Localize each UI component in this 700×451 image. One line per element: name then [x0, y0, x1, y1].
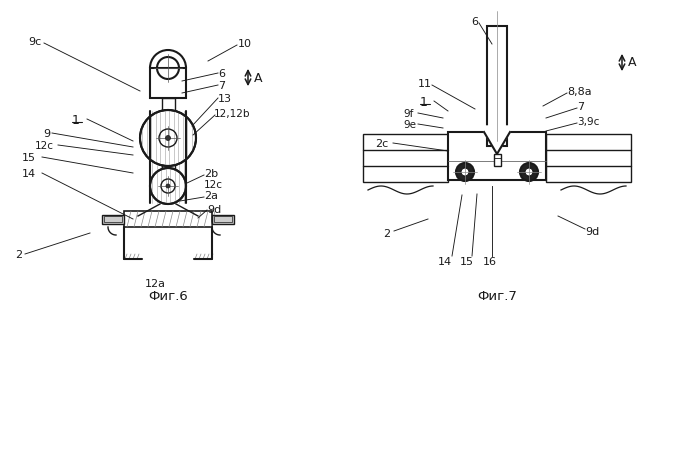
Text: 6: 6	[471, 17, 478, 27]
Bar	[448, 133, 546, 180]
Text: 2b: 2b	[204, 169, 218, 179]
Bar	[124, 212, 212, 227]
Circle shape	[140, 111, 196, 166]
Text: 2: 2	[15, 249, 22, 259]
Polygon shape	[484, 127, 510, 155]
Circle shape	[456, 164, 474, 182]
Bar	[487, 27, 507, 147]
Text: 2a: 2a	[204, 191, 218, 201]
Text: 15: 15	[460, 257, 474, 267]
Text: 7: 7	[218, 81, 225, 91]
Text: 9d: 9d	[585, 226, 599, 236]
Text: 8,8a: 8,8a	[567, 87, 592, 97]
Bar	[162, 99, 174, 174]
Text: 6: 6	[218, 69, 225, 79]
Bar	[546, 135, 631, 183]
Text: 12,12b: 12,12b	[214, 109, 251, 119]
Bar	[363, 135, 448, 183]
Bar	[214, 216, 232, 222]
Text: A: A	[628, 56, 636, 69]
Text: 12c: 12c	[35, 141, 54, 151]
Circle shape	[461, 169, 469, 177]
Bar	[102, 215, 124, 224]
Text: 9d: 9d	[207, 205, 221, 215]
Text: 16: 16	[483, 257, 497, 267]
Text: Фиг.6: Фиг.6	[148, 290, 188, 303]
Text: 1: 1	[420, 95, 428, 108]
Bar	[494, 155, 500, 166]
Text: 9: 9	[43, 129, 50, 139]
Text: 2c: 2c	[375, 139, 389, 149]
Text: 1: 1	[72, 113, 80, 126]
Circle shape	[165, 136, 171, 141]
Text: 10: 10	[238, 39, 252, 49]
Text: 15: 15	[22, 152, 36, 163]
Text: 2: 2	[383, 229, 390, 239]
Bar	[104, 216, 122, 222]
Circle shape	[166, 184, 170, 189]
Text: 9e: 9e	[403, 120, 416, 130]
Text: A: A	[254, 71, 262, 84]
Bar	[150, 69, 186, 99]
Text: 7: 7	[577, 102, 584, 112]
Text: 11: 11	[418, 79, 432, 89]
Text: 12a: 12a	[144, 278, 165, 288]
Text: Фиг.7: Фиг.7	[477, 290, 517, 303]
Circle shape	[520, 164, 538, 182]
Text: 3,9c: 3,9c	[577, 117, 599, 127]
Circle shape	[525, 169, 533, 177]
Text: 9f: 9f	[403, 109, 414, 119]
Text: 13: 13	[218, 94, 232, 104]
Circle shape	[150, 169, 186, 205]
Text: 9c: 9c	[28, 37, 41, 47]
Text: 14: 14	[22, 169, 36, 179]
Bar	[212, 215, 234, 224]
Text: 12c: 12c	[204, 179, 223, 189]
Text: 14: 14	[438, 257, 452, 267]
